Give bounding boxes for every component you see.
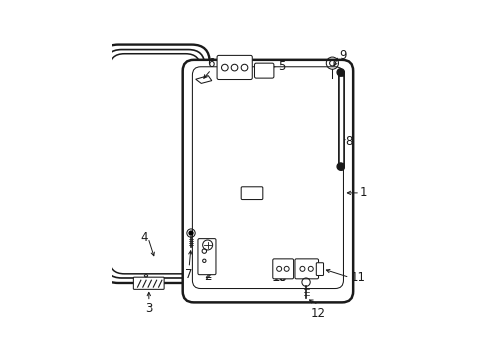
Text: 1: 1 [359, 186, 367, 199]
Text: 10: 10 [271, 271, 286, 284]
Text: 10: 10 [273, 271, 287, 284]
FancyBboxPatch shape [294, 259, 318, 279]
Circle shape [336, 69, 344, 76]
Text: 2: 2 [203, 268, 211, 281]
Text: 2: 2 [203, 270, 211, 283]
FancyBboxPatch shape [272, 259, 293, 279]
FancyBboxPatch shape [316, 263, 323, 275]
Text: 11: 11 [350, 271, 365, 284]
Text: 5: 5 [277, 60, 285, 73]
FancyBboxPatch shape [198, 239, 216, 275]
Circle shape [336, 163, 344, 170]
Circle shape [189, 231, 193, 235]
FancyBboxPatch shape [254, 63, 273, 78]
FancyBboxPatch shape [226, 63, 245, 78]
Text: 7: 7 [185, 268, 192, 281]
Text: 9: 9 [338, 49, 346, 62]
FancyBboxPatch shape [183, 60, 352, 302]
Text: 8: 8 [345, 135, 352, 148]
Text: 4: 4 [140, 231, 148, 244]
FancyBboxPatch shape [133, 277, 164, 289]
Text: 3: 3 [145, 302, 152, 315]
FancyBboxPatch shape [217, 55, 252, 80]
FancyBboxPatch shape [241, 187, 262, 199]
Text: 6: 6 [207, 57, 215, 69]
Text: 12: 12 [310, 307, 325, 320]
